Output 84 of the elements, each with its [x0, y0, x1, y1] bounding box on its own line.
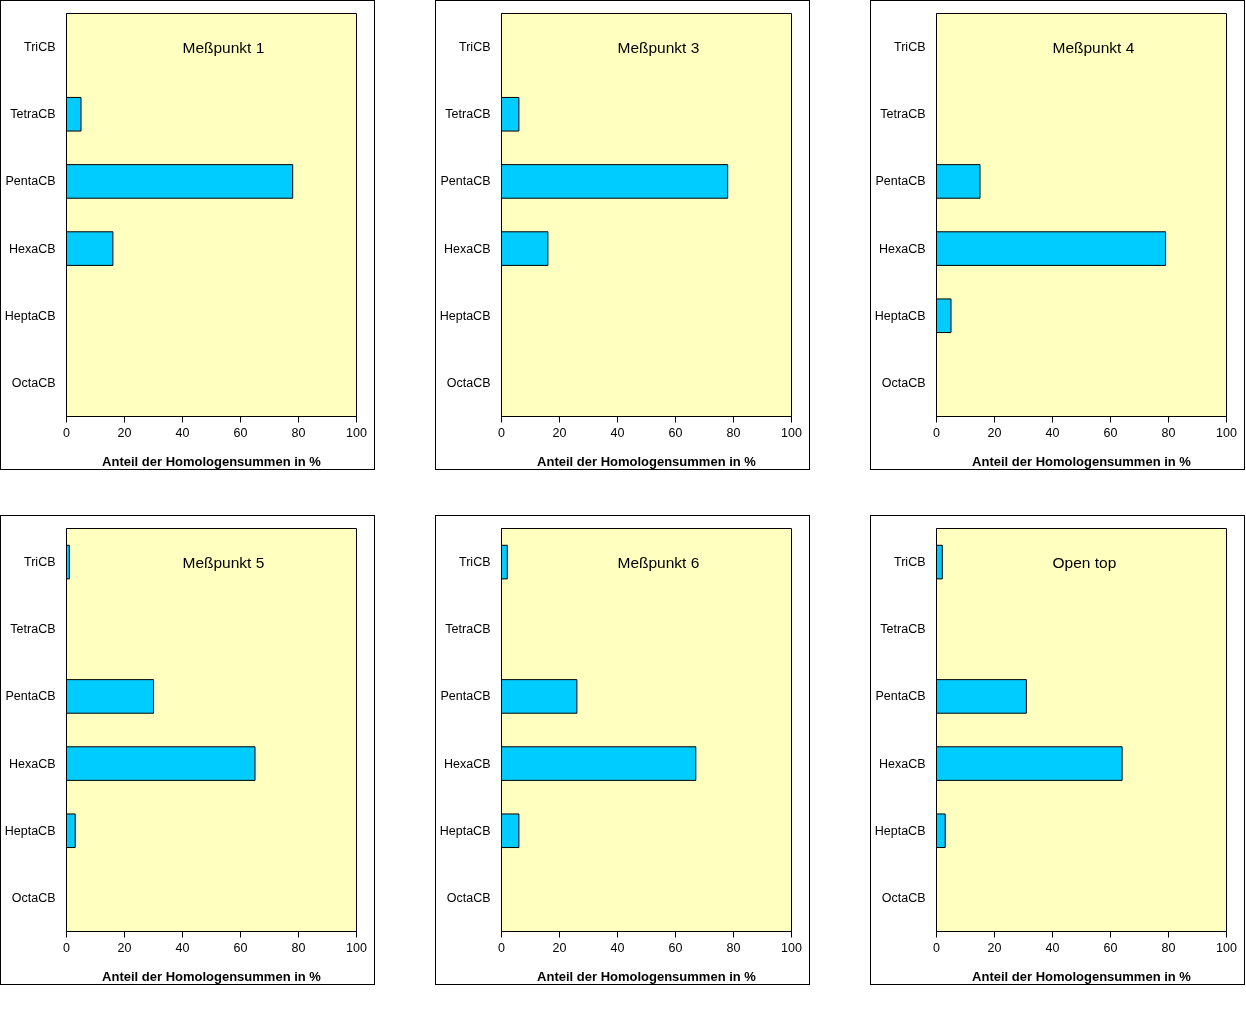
- x-tick-label: 60: [233, 940, 248, 955]
- x-tick-label: 20: [987, 425, 1002, 440]
- y-tick-label: TriCB: [24, 555, 56, 570]
- x-tick-label: 20: [552, 940, 567, 955]
- y-tick-label: HexaCB: [878, 241, 926, 256]
- y-tick-label: PentaCB: [440, 689, 491, 704]
- y-tick-label: TetraCB: [10, 107, 56, 122]
- x-axis-title: Anteil der Homologensummen in %: [537, 453, 757, 469]
- y-tick-label: OctaCB: [11, 890, 56, 905]
- x-tick-label: 40: [610, 940, 625, 955]
- y-tick-label: HexaCB: [443, 241, 491, 256]
- x-tick-label: 100: [1216, 425, 1237, 440]
- x-tick-label: 20: [552, 425, 567, 440]
- y-tick-label: HeptaCB: [874, 823, 926, 838]
- text: Meßpunkt 6: [617, 553, 700, 571]
- y-tick-label: TetraCB: [880, 622, 926, 637]
- x-tick-label: 20: [117, 425, 132, 440]
- x-tick-label: 80: [1161, 425, 1176, 440]
- x-tick-label: 40: [610, 425, 625, 440]
- text: Meßpunkt 4: [1052, 38, 1135, 56]
- x-tick-label: 80: [291, 940, 306, 955]
- x-tick-label: 40: [1045, 940, 1060, 955]
- y-tick-label: HexaCB: [878, 756, 926, 771]
- text: Meßpunkt 3: [617, 38, 700, 56]
- x-tick-label: 20: [117, 940, 132, 955]
- y-tick-label: OctaCB: [881, 890, 926, 905]
- y-tick-label: TriCB: [459, 555, 491, 570]
- y-tick-label: PentaCB: [5, 174, 56, 189]
- y-tick-label: HexaCB: [8, 241, 56, 256]
- text: Meßpunkt 5: [182, 553, 265, 571]
- x-tick-label: 100: [781, 940, 802, 955]
- y-tick-label: PentaCB: [875, 174, 926, 189]
- x-tick-label: 60: [1103, 940, 1118, 955]
- y-tick-label: TriCB: [894, 555, 926, 570]
- x-tick-label: 80: [726, 425, 741, 440]
- y-tick-label: HeptaCB: [439, 823, 491, 838]
- x-axis-title: Anteil der Homologensummen in %: [102, 968, 322, 984]
- y-tick-label: HeptaCB: [439, 308, 491, 323]
- x-tick-label: 0: [933, 425, 941, 440]
- y-tick-label: TriCB: [894, 40, 926, 55]
- y-tick-label: HeptaCB: [4, 308, 56, 323]
- x-tick-label: 60: [668, 425, 683, 440]
- x-tick-label: 0: [498, 940, 506, 955]
- x-tick-label: 40: [175, 425, 190, 440]
- x-tick-label: 20: [987, 940, 1002, 955]
- y-tick-label: PentaCB: [5, 689, 56, 704]
- y-tick-label: TriCB: [24, 40, 56, 55]
- y-tick-label: HexaCB: [8, 756, 56, 771]
- text: Meßpunkt 1: [182, 38, 265, 56]
- x-tick-label: 60: [1103, 425, 1118, 440]
- x-tick-label: 60: [668, 940, 683, 955]
- y-tick-label: PentaCB: [875, 689, 926, 704]
- x-axis-title: Anteil der Homologensummen in %: [972, 453, 1192, 469]
- y-tick-label: OctaCB: [881, 375, 926, 390]
- x-tick-label: 40: [1045, 425, 1060, 440]
- x-tick-label: 100: [346, 425, 367, 440]
- y-tick-label: OctaCB: [446, 375, 491, 390]
- x-tick-label: 0: [63, 425, 71, 440]
- y-tick-label: TetraCB: [880, 107, 926, 122]
- y-tick-label: TetraCB: [10, 622, 56, 637]
- x-tick-label: 0: [63, 940, 71, 955]
- x-tick-label: 100: [781, 425, 802, 440]
- x-axis-title: Anteil der Homologensummen in %: [537, 968, 757, 984]
- y-tick-label: HeptaCB: [874, 308, 926, 323]
- text: Open top: [1052, 553, 1117, 571]
- x-tick-label: 100: [346, 940, 367, 955]
- y-tick-label: HexaCB: [443, 756, 491, 771]
- x-tick-label: 100: [1216, 940, 1237, 955]
- x-tick-label: 40: [175, 940, 190, 955]
- x-tick-label: 60: [233, 425, 248, 440]
- y-tick-label: OctaCB: [446, 890, 491, 905]
- y-tick-label: TetraCB: [445, 622, 491, 637]
- y-tick-label: TriCB: [459, 40, 491, 55]
- y-tick-label: HeptaCB: [4, 823, 56, 838]
- x-axis-title: Anteil der Homologensummen in %: [972, 968, 1192, 984]
- x-tick-label: 80: [291, 425, 306, 440]
- y-tick-label: OctaCB: [11, 375, 56, 390]
- x-tick-label: 80: [726, 940, 741, 955]
- x-tick-label: 0: [933, 940, 941, 955]
- x-tick-label: 80: [1161, 940, 1176, 955]
- x-tick-label: 0: [498, 425, 506, 440]
- x-axis-title: Anteil der Homologensummen in %: [102, 453, 322, 469]
- y-tick-label: PentaCB: [440, 174, 491, 189]
- y-tick-label: TetraCB: [445, 107, 491, 122]
